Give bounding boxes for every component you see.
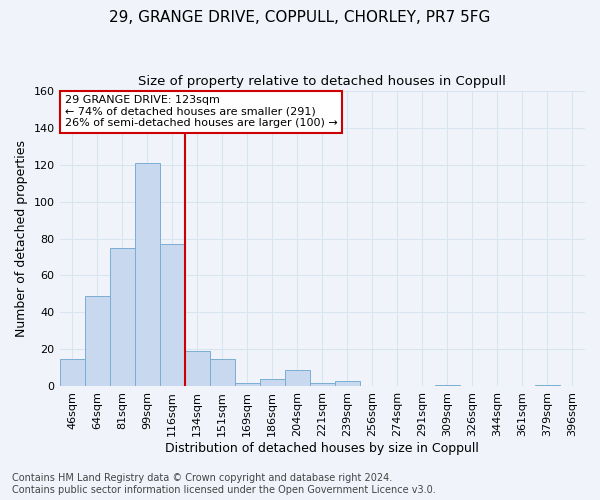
Y-axis label: Number of detached properties: Number of detached properties [15, 140, 28, 337]
Bar [310, 383, 335, 386]
Bar [335, 381, 360, 386]
Text: 29, GRANGE DRIVE, COPPULL, CHORLEY, PR7 5FG: 29, GRANGE DRIVE, COPPULL, CHORLEY, PR7 … [109, 10, 491, 25]
Bar [535, 384, 560, 386]
Bar [285, 370, 310, 386]
Bar [160, 244, 185, 386]
Text: 29 GRANGE DRIVE: 123sqm
← 74% of detached houses are smaller (291)
26% of semi-d: 29 GRANGE DRIVE: 123sqm ← 74% of detache… [65, 95, 338, 128]
Bar [185, 352, 209, 386]
Bar [260, 379, 285, 386]
Bar [59, 358, 85, 386]
Bar [85, 296, 110, 386]
Bar [110, 248, 134, 386]
Bar [235, 383, 260, 386]
Title: Size of property relative to detached houses in Coppull: Size of property relative to detached ho… [139, 75, 506, 88]
Bar [134, 162, 160, 386]
X-axis label: Distribution of detached houses by size in Coppull: Distribution of detached houses by size … [166, 442, 479, 455]
Bar [435, 384, 460, 386]
Bar [209, 358, 235, 386]
Text: Contains HM Land Registry data © Crown copyright and database right 2024.
Contai: Contains HM Land Registry data © Crown c… [12, 474, 436, 495]
